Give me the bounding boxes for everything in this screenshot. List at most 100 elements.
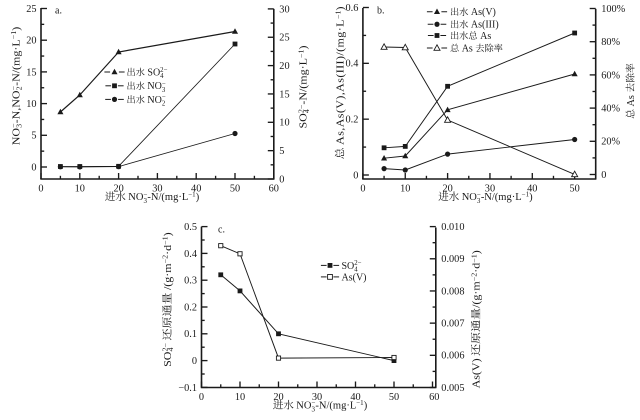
svg-text:4: 4	[302, 109, 310, 113]
svg-text:As: As	[462, 43, 473, 54]
svg-text:-N/(mg·L: -N/(mg·L	[147, 192, 188, 203]
svg-text:0.006: 0.006	[441, 351, 464, 362]
svg-text:-N,NO: -N,NO	[11, 90, 22, 123]
svg-text:3: 3	[311, 405, 315, 413]
svg-text:0.2: 0.2	[346, 115, 359, 126]
svg-text:2: 2	[15, 86, 23, 90]
svg-text:0.6: 0.6	[346, 3, 359, 14]
svg-text:): )	[529, 192, 533, 203]
svg-text:): )	[364, 401, 368, 412]
svg-text:): )	[196, 192, 200, 203]
svg-text:−: −	[162, 94, 166, 101]
svg-text:0.3: 0.3	[184, 276, 197, 287]
svg-text:4: 4	[167, 347, 175, 351]
svg-text:0: 0	[279, 174, 284, 185]
svg-text:60: 60	[269, 183, 279, 194]
svg-text:5: 5	[279, 146, 284, 157]
svg-text:As(V): As(V)	[471, 358, 482, 388]
svg-text:3: 3	[477, 197, 481, 205]
svg-text:2: 2	[162, 100, 166, 107]
svg-text:15: 15	[279, 89, 289, 100]
svg-text:30: 30	[152, 183, 162, 194]
svg-text:0: 0	[353, 170, 358, 181]
svg-text:-N/(mg·L: -N/(mg·L	[298, 58, 309, 105]
svg-text:40%: 40%	[601, 104, 620, 115]
svg-text:20%: 20%	[601, 137, 620, 148]
svg-text:−: −	[477, 191, 481, 199]
svg-text:−1: −1	[10, 30, 18, 39]
svg-text:10: 10	[235, 392, 245, 403]
svg-text:−1: −1	[297, 49, 305, 58]
svg-text:): )	[298, 45, 309, 49]
svg-text:−1: −1	[334, 10, 342, 19]
svg-text:NO: NO	[462, 192, 478, 203]
svg-text:3: 3	[162, 87, 166, 94]
svg-text:): )	[162, 232, 173, 236]
svg-text:−1: −1	[161, 236, 169, 245]
svg-text:30: 30	[312, 392, 322, 403]
svg-text:40: 40	[527, 183, 537, 194]
svg-text:3: 3	[143, 197, 147, 205]
svg-text:b.: b.	[377, 6, 385, 17]
svg-text:60: 60	[429, 392, 439, 403]
svg-text:5: 5	[31, 131, 36, 142]
svg-text:-N/(mg·L: -N/(mg·L	[315, 401, 356, 412]
svg-text:2−: 2−	[354, 260, 361, 267]
svg-text:c.: c.	[218, 225, 225, 236]
svg-text:SO: SO	[298, 113, 309, 128]
svg-text:NO: NO	[128, 192, 144, 203]
svg-text:2−: 2−	[297, 105, 305, 114]
svg-text:2−: 2−	[160, 67, 167, 74]
svg-text:10: 10	[279, 118, 289, 129]
svg-text:0: 0	[360, 183, 365, 194]
svg-text:0: 0	[192, 356, 197, 367]
svg-text:SO: SO	[342, 261, 355, 272]
svg-text:·d: ·d	[162, 244, 173, 254]
svg-text:100%: 100%	[601, 4, 625, 15]
svg-text:40: 40	[350, 392, 360, 403]
svg-text:0.008: 0.008	[441, 286, 464, 297]
svg-text:25: 25	[26, 4, 36, 15]
svg-text:0.007: 0.007	[441, 319, 464, 330]
svg-text:15: 15	[26, 67, 36, 78]
svg-text:80%: 80%	[601, 37, 620, 48]
svg-text:·d: ·d	[471, 262, 482, 272]
svg-text:−: −	[143, 191, 147, 199]
svg-text:50: 50	[230, 183, 240, 194]
svg-text:3: 3	[15, 124, 23, 128]
svg-text:): )	[471, 250, 482, 254]
svg-text:0.009: 0.009	[441, 254, 464, 265]
svg-text:4: 4	[354, 266, 358, 273]
svg-text:20: 20	[113, 183, 123, 194]
svg-text:/(g·m: /(g·m	[471, 281, 482, 308]
svg-text:−2: −2	[161, 255, 169, 264]
svg-text:As(V): As(V)	[342, 272, 367, 283]
svg-text:50: 50	[389, 392, 399, 403]
svg-text:As: As	[626, 95, 637, 106]
svg-text:−2: −2	[470, 272, 478, 281]
svg-text:−1: −1	[522, 191, 530, 199]
svg-text:−1: −1	[356, 399, 364, 407]
svg-text:0: 0	[31, 162, 36, 173]
svg-text:0.2: 0.2	[184, 302, 197, 313]
svg-text:As: As	[480, 31, 491, 42]
svg-text:NO: NO	[11, 128, 22, 145]
svg-text:10: 10	[400, 183, 410, 194]
svg-text:60%: 60%	[601, 70, 620, 81]
svg-text:): )	[11, 26, 22, 30]
svg-text:20: 20	[26, 36, 36, 47]
svg-text:0: 0	[601, 170, 606, 181]
svg-text:−: −	[311, 399, 315, 407]
svg-text:−1: −1	[188, 191, 196, 199]
svg-text:−: −	[10, 123, 18, 128]
svg-text:20: 20	[273, 392, 283, 403]
svg-text:As(V): As(V)	[471, 7, 496, 18]
svg-text:2−: 2−	[161, 343, 169, 352]
svg-text:25: 25	[279, 33, 289, 44]
svg-text:−0.1: −0.1	[178, 383, 197, 394]
svg-text:0: 0	[199, 392, 204, 403]
svg-text:NO: NO	[147, 81, 161, 92]
svg-text:40: 40	[191, 183, 201, 194]
svg-text:0: 0	[38, 183, 43, 194]
svg-text:a.: a.	[55, 6, 62, 17]
